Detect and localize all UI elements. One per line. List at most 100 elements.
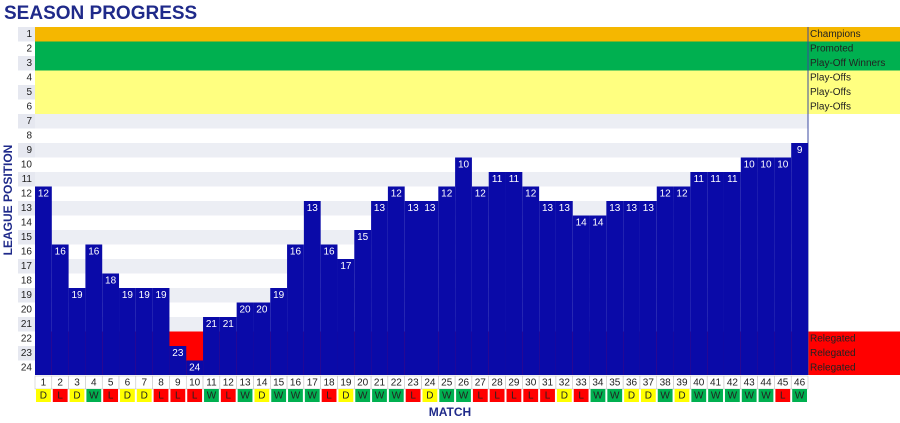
bar-label: 12 xyxy=(525,188,537,199)
x-tick-label: 28 xyxy=(492,378,504,389)
result-label: L xyxy=(158,391,164,402)
bar-label: 11 xyxy=(492,174,503,185)
result-cell xyxy=(456,389,471,402)
result-label: D xyxy=(628,391,635,402)
bar xyxy=(387,186,405,375)
bar xyxy=(723,172,741,375)
result-label: W xyxy=(761,391,771,402)
bar-label: 10 xyxy=(760,159,772,170)
result-label: L xyxy=(780,391,786,402)
x-tick-label: 13 xyxy=(239,378,251,389)
bar xyxy=(488,172,506,375)
result-cell xyxy=(775,389,791,402)
x-axis-title: MATCH xyxy=(429,405,471,419)
bar xyxy=(85,244,103,375)
result-label: W xyxy=(291,391,301,402)
result-cell xyxy=(170,389,186,402)
result-cell xyxy=(355,389,371,402)
tick-cell xyxy=(18,157,35,172)
bar-label: 12 xyxy=(660,188,672,199)
bar-label: 11 xyxy=(727,174,738,185)
result-label: L xyxy=(410,391,416,402)
x-tick-label: 23 xyxy=(408,378,420,389)
result-label: D xyxy=(426,391,433,402)
tick-cell xyxy=(18,143,35,158)
result-cell xyxy=(86,389,102,402)
result-label: L xyxy=(578,391,584,402)
result-label: W xyxy=(459,391,469,402)
y-tick-label: 4 xyxy=(26,72,32,83)
x-tick-label: 33 xyxy=(576,378,588,389)
x-tick-label: 16 xyxy=(290,378,302,389)
tick-cell xyxy=(18,317,35,332)
bar xyxy=(119,288,136,375)
bar xyxy=(51,244,69,375)
x-tick-label: 24 xyxy=(424,378,436,389)
zone-label: Play-Offs xyxy=(810,101,851,112)
zone-label: Champions xyxy=(810,29,861,40)
tick-cell xyxy=(18,230,35,245)
y-tick-label: 6 xyxy=(26,101,32,112)
result-label: L xyxy=(225,391,231,402)
result-cell xyxy=(624,389,639,402)
tick-cell xyxy=(18,259,35,274)
x-tick-label: 35 xyxy=(609,378,621,389)
bar-label: 14 xyxy=(592,217,604,228)
result-label: W xyxy=(744,391,754,402)
bar-label: 19 xyxy=(155,290,167,301)
tick-cell xyxy=(18,128,35,143)
x-tick-label: 19 xyxy=(340,378,352,389)
result-cell xyxy=(321,389,337,402)
tick-cell xyxy=(18,186,35,201)
bar xyxy=(623,201,640,375)
y-tick-label: 16 xyxy=(21,246,33,257)
result-label: W xyxy=(442,391,452,402)
y-tick-label: 8 xyxy=(26,130,32,141)
bar-label: 13 xyxy=(643,203,655,214)
bar-label: 13 xyxy=(559,203,571,214)
result-label: W xyxy=(240,391,250,402)
x-tick-label: 15 xyxy=(273,378,285,389)
result-label: W xyxy=(728,391,738,402)
result-cell xyxy=(103,389,119,402)
result-cell xyxy=(523,389,539,402)
bar xyxy=(203,317,220,375)
tick-cell xyxy=(18,244,35,259)
result-label: D xyxy=(258,391,265,402)
tick-cell xyxy=(18,27,35,42)
result-cell xyxy=(288,389,303,402)
bar-label: 12 xyxy=(441,188,453,199)
x-tick-label: 39 xyxy=(676,378,688,389)
x-tick-label: 21 xyxy=(374,378,386,389)
result-cell xyxy=(36,389,51,402)
zone-label: Relegated xyxy=(810,348,856,359)
x-tick-label: 9 xyxy=(175,378,181,389)
bar xyxy=(404,201,422,375)
bar xyxy=(774,157,792,375)
bar-label: 12 xyxy=(475,188,487,199)
bar-label: 17 xyxy=(340,261,352,272)
bar-label: 13 xyxy=(542,203,554,214)
tick-cell xyxy=(18,56,35,71)
result-cell xyxy=(657,389,673,402)
x-tick-label: 4 xyxy=(91,378,97,389)
grid-row xyxy=(35,186,808,201)
bar-label: 19 xyxy=(122,290,134,301)
result-cell xyxy=(405,389,421,402)
bar-label: 13 xyxy=(424,203,436,214)
bar-label: 11 xyxy=(710,174,721,185)
result-cell xyxy=(254,389,270,402)
bar xyxy=(707,172,724,375)
result-cell xyxy=(439,389,455,402)
bar-label: 16 xyxy=(324,246,336,257)
y-tick-label: 18 xyxy=(21,275,33,286)
result-label: W xyxy=(711,391,721,402)
result-label: W xyxy=(795,391,805,402)
bar xyxy=(169,346,187,375)
x-tick-label: 29 xyxy=(508,378,520,389)
zone-label: Relegated xyxy=(810,362,856,373)
y-tick-label: 2 xyxy=(26,43,32,54)
result-label: W xyxy=(694,391,704,402)
result-cell xyxy=(472,389,488,402)
bar-label: 13 xyxy=(374,203,386,214)
